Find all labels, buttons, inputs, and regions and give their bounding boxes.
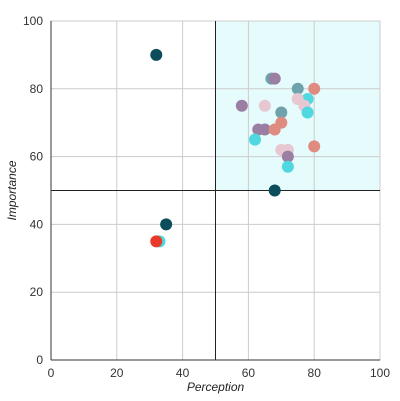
y-axis-label: Importance	[5, 160, 19, 220]
data-point-12	[258, 99, 271, 112]
x-tick-label: 20	[110, 366, 124, 380]
y-tick-label: 80	[30, 82, 44, 96]
y-tick-labels: 0 20 40 60 80 100	[23, 14, 43, 367]
x-tick-labels: 0 20 40 60 80 100	[48, 366, 391, 380]
data-point-3	[150, 235, 163, 248]
data-point-25	[268, 184, 281, 197]
data-point-24	[281, 160, 294, 173]
y-tick-label: 0	[36, 353, 43, 367]
x-tick-label: 60	[242, 366, 256, 380]
data-point-13	[275, 106, 288, 119]
x-axis-label: Perception	[187, 380, 245, 394]
x-tick-label: 0	[48, 366, 55, 380]
y-tick-label: 100	[23, 14, 43, 28]
data-point-17	[258, 123, 271, 136]
data-point-14	[301, 106, 314, 119]
data-point-0	[150, 48, 163, 61]
y-tick-label: 60	[30, 150, 44, 164]
x-tick-label: 100	[370, 366, 390, 380]
data-points	[150, 48, 321, 248]
x-tick-label: 80	[308, 366, 322, 380]
data-point-23	[308, 140, 321, 153]
data-point-7	[308, 82, 321, 95]
data-point-18	[268, 123, 281, 136]
x-tick-label: 40	[176, 366, 190, 380]
data-point-6	[291, 82, 304, 95]
y-tick-label: 20	[30, 285, 44, 299]
y-tick-label: 40	[30, 217, 44, 231]
data-point-22	[281, 150, 294, 163]
data-point-19	[248, 133, 261, 146]
data-point-1	[160, 218, 173, 231]
data-point-11	[235, 99, 248, 112]
data-point-5	[268, 72, 281, 85]
